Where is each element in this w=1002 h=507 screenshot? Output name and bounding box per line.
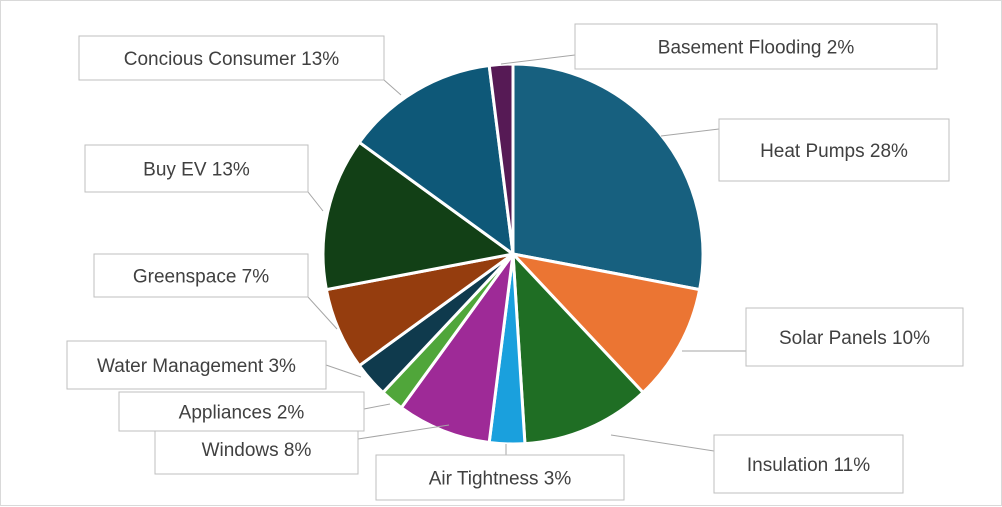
data-label-buy-ev: Buy EV 13% (84, 144, 309, 193)
data-label-box (745, 307, 964, 367)
data-label-text: Greenspace 7% (133, 267, 269, 288)
data-label-box (574, 23, 938, 70)
leader-line-appliances (363, 403, 391, 410)
data-label-text: Water Management 3% (97, 356, 296, 377)
data-label-text: Windows 8% (202, 440, 312, 461)
data-label-windows: Windows 8% (154, 423, 359, 475)
data-label-insulation: Insulation 11% (713, 434, 904, 494)
data-label-text: Air Tightness 3% (429, 469, 572, 490)
data-label-box (84, 144, 309, 193)
data-label-appliances: Appliances 2% (118, 391, 365, 432)
leader-line-water-management (325, 364, 362, 378)
data-label-box (78, 35, 385, 81)
leader-line-basement-flooding (500, 54, 576, 65)
data-label-box (93, 253, 309, 298)
data-label-solar-panels: Solar Panels 10% (745, 307, 964, 367)
pie-slice-buy-ev (321, 140, 517, 292)
pie-slice-windows (399, 253, 515, 445)
data-label-basement-flooding: Basement Flooding 2% (574, 23, 938, 70)
data-label-box (66, 340, 327, 390)
data-label-box (154, 423, 359, 475)
data-label-water-management: Water Management 3% (66, 340, 327, 390)
leader-line-insulation (610, 434, 715, 452)
pie-slice-heat-pumps (511, 62, 705, 292)
data-label-box (375, 454, 625, 501)
leader-line-buy-ev (291, 191, 324, 212)
pie-slice-concious-consumer (357, 63, 515, 258)
leader-line-concious-consumer (301, 79, 402, 96)
data-label-concious-consumer: Concious Consumer 13% (78, 35, 385, 81)
data-label-greenspace: Greenspace 7% (93, 253, 309, 298)
data-label-box (718, 118, 950, 182)
data-labels: Heat Pumps 28% Solar Panels 10% Insulation… (66, 23, 964, 501)
data-label-text: Insulation 11% (747, 455, 870, 476)
pie-slice-solar-panels (508, 251, 702, 395)
data-label-text: Heat Pumps 28% (760, 141, 908, 162)
leader-line-heat-pumps (660, 128, 720, 137)
data-label-box (713, 434, 904, 494)
leader-line-windows (357, 424, 450, 440)
data-label-text: Solar Panels 10% (779, 328, 930, 349)
data-label-box (118, 391, 365, 432)
data-label-text: Appliances 2% (179, 403, 305, 424)
data-label-heat-pumps: Heat Pumps 28% (718, 118, 950, 182)
pie-slice-insulation (511, 249, 646, 446)
data-label-text: Concious Consumer 13% (124, 49, 340, 70)
data-label-text: Buy EV 13% (143, 160, 250, 181)
pie-slices (321, 62, 705, 446)
data-label-air-tightness: Air Tightness 3% (375, 454, 625, 501)
data-label-text: Basement Flooding 2% (658, 38, 855, 59)
